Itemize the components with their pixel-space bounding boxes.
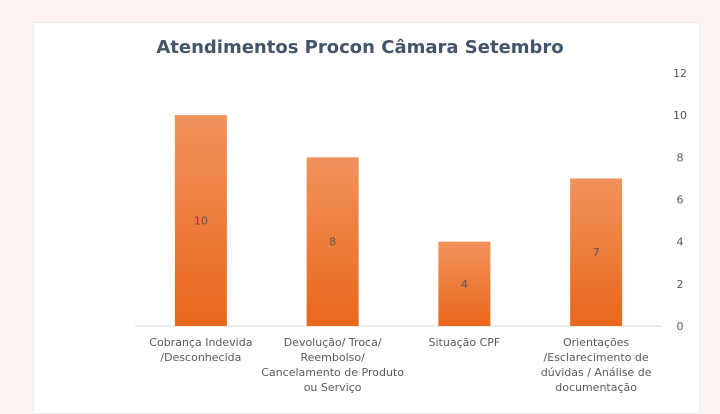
category-label: dúvidas / Análise de: [541, 366, 652, 379]
chart-title: Atendimentos Procon Câmara Setembro: [156, 37, 563, 58]
bar: [570, 178, 623, 326]
category-label: ou Serviço: [304, 381, 362, 394]
category-label: Cancelamento de Produto: [261, 366, 404, 379]
y-tick-label: 4: [677, 236, 684, 249]
category-label: Orientações: [563, 336, 630, 349]
category-label: /Desconhecida: [160, 351, 241, 364]
bar-chart: Atendimentos Procon Câmara Setembro 0 2 4 6…: [135, 37, 687, 394]
y-tick-label: 6: [677, 194, 684, 207]
data-label: 4: [461, 278, 468, 291]
category-label: Situação CPF: [429, 336, 501, 349]
y-tick-label: 2: [677, 278, 684, 291]
category-label: Devolução/ Troca/: [284, 336, 382, 349]
bar: [174, 115, 227, 327]
data-label: 7: [593, 246, 600, 259]
category-label: documentação: [555, 381, 637, 394]
data-label: 10: [194, 215, 208, 228]
y-tick-label: 8: [677, 151, 684, 164]
data-label: 8: [329, 236, 336, 249]
category-label: /Esclarecimento de: [544, 351, 649, 364]
category-label: Reembolso/: [300, 351, 365, 364]
category-label: Cobrança Indevida: [149, 336, 252, 349]
y-tick-label: 12: [673, 67, 687, 80]
bar: [306, 157, 359, 326]
bar: [438, 241, 491, 326]
y-tick-label: 10: [673, 109, 687, 122]
y-tick-label: 0: [677, 320, 684, 333]
